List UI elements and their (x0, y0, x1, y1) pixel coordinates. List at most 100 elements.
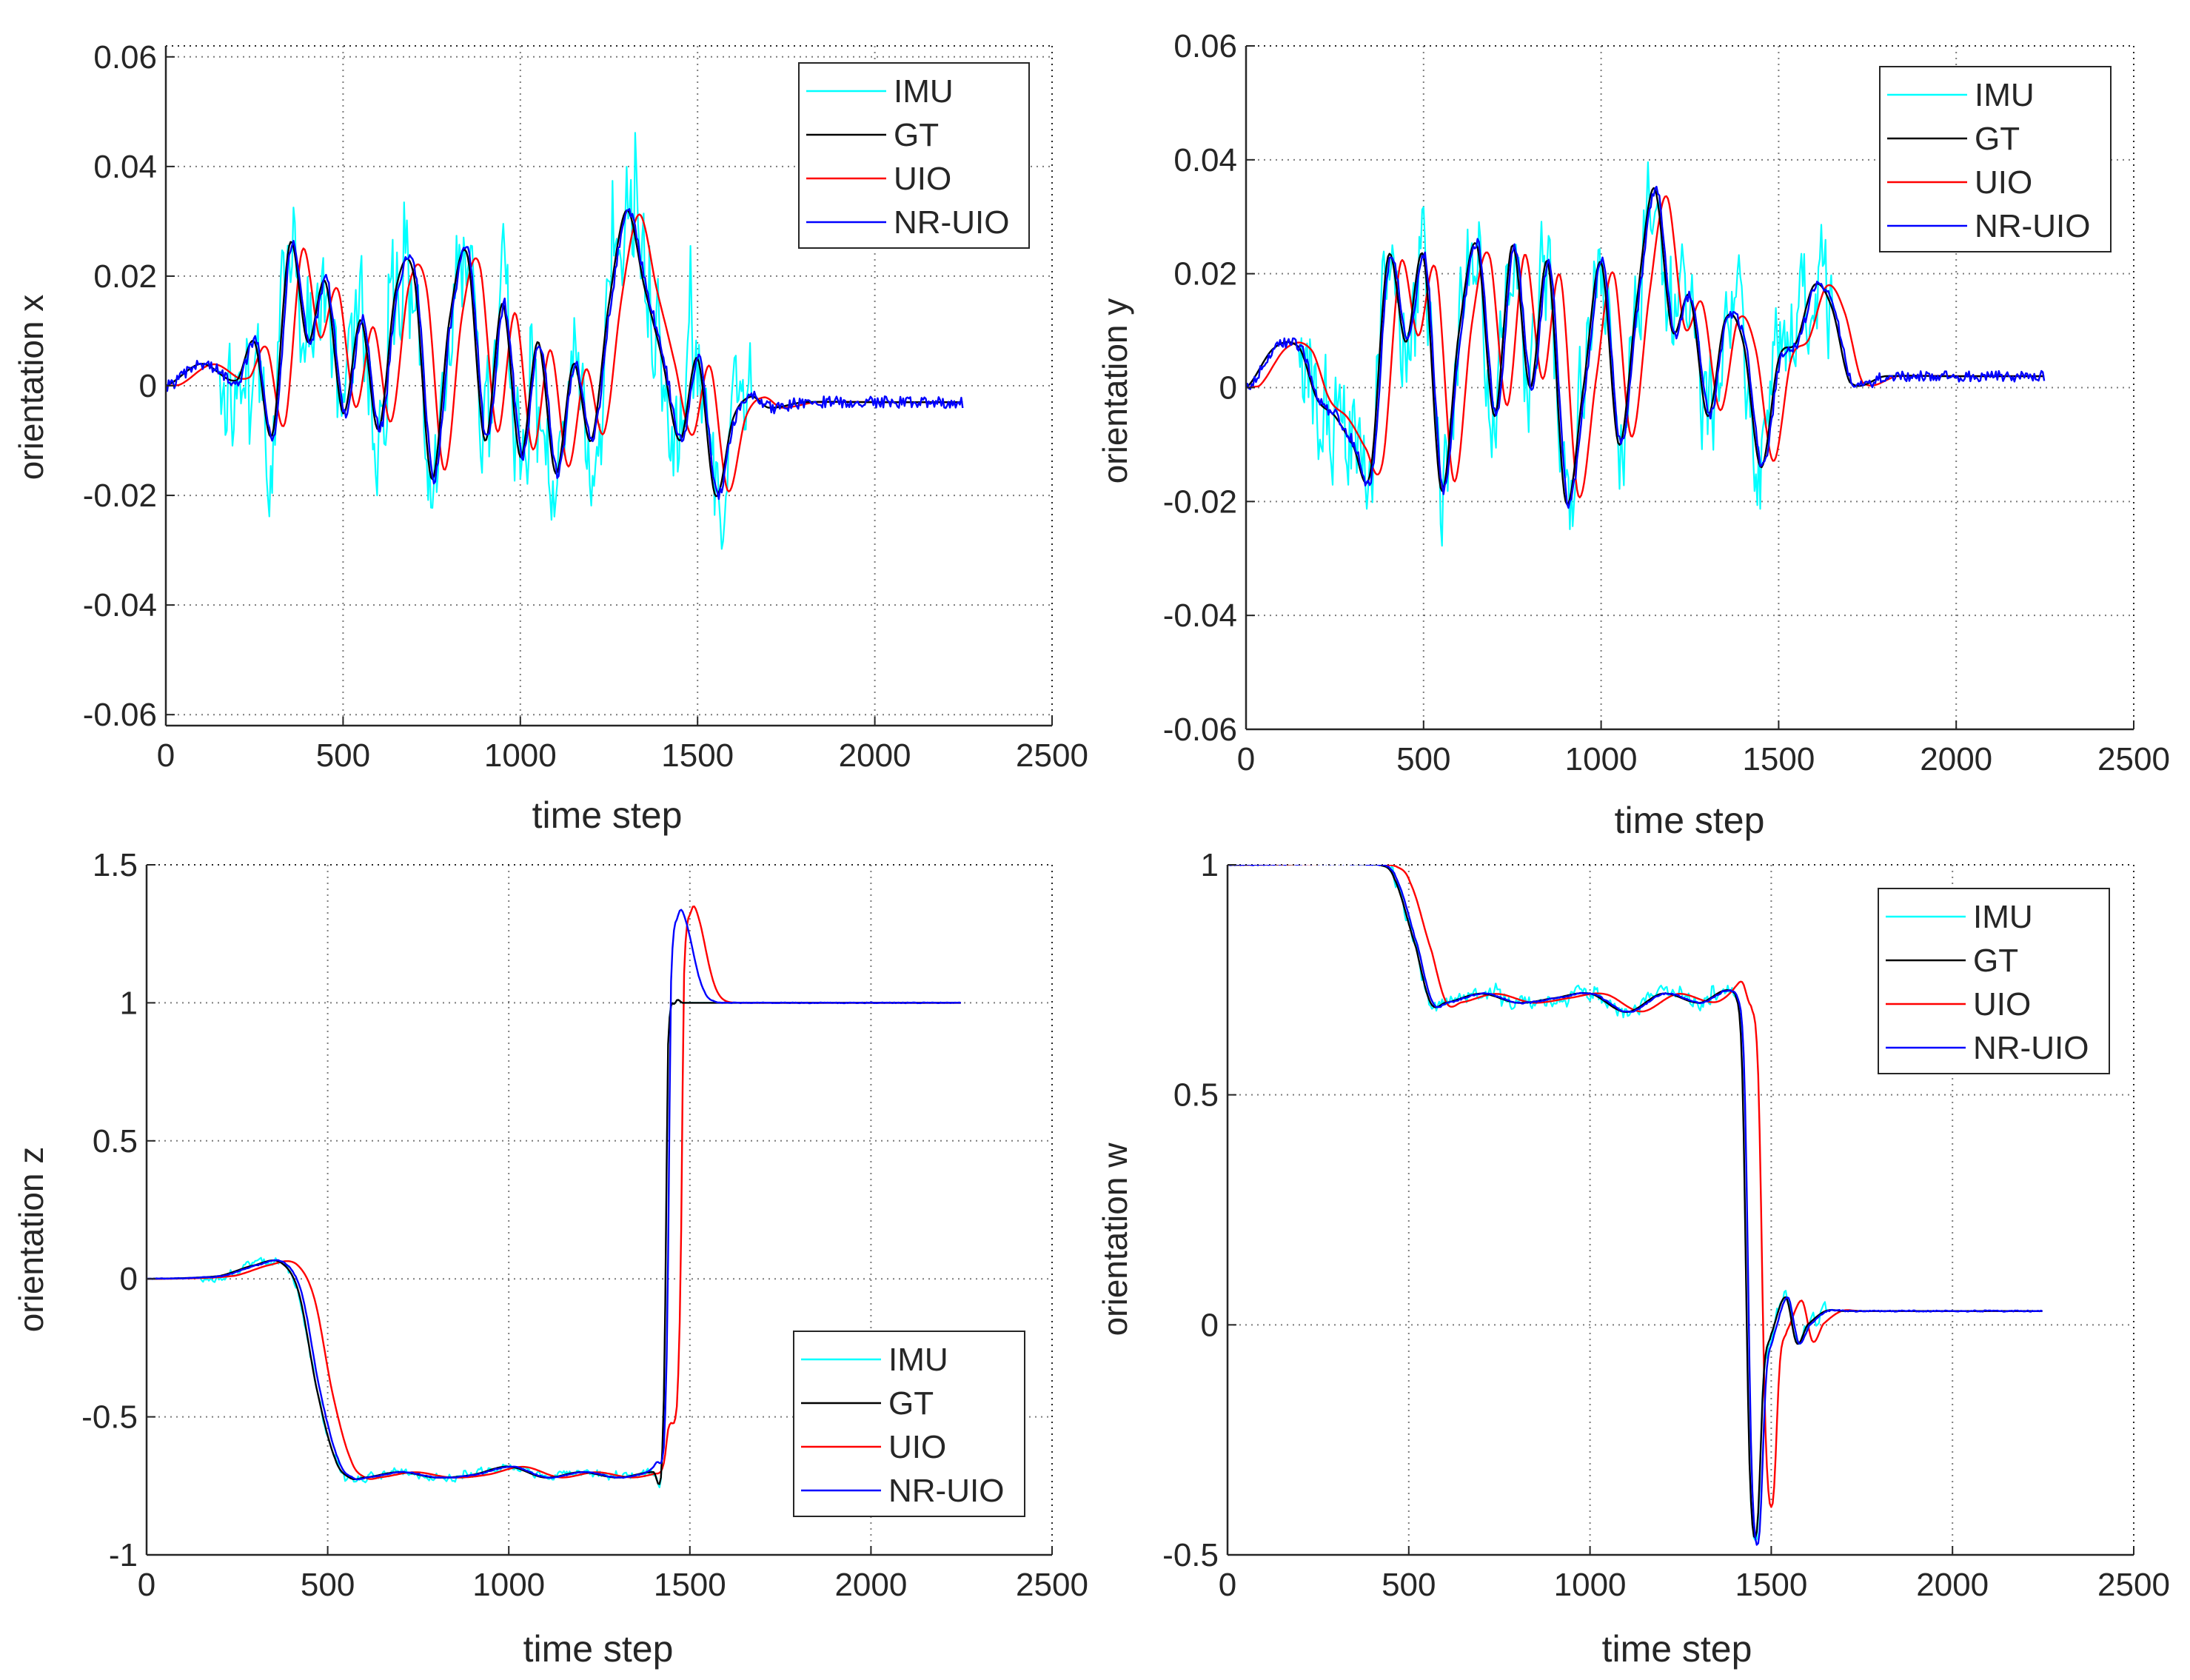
series-line-nr-uio (147, 908, 962, 1481)
legend-label-nr-uio: NR-UIO (894, 204, 1009, 241)
x-tick-label: 1500 (1742, 741, 1815, 777)
y-tick-label: 1 (120, 985, 138, 1021)
ylabel-orientation-w: orientation w (1096, 1142, 1134, 1336)
x-tick-label: 2000 (1916, 1567, 1989, 1603)
y-tick-label: 0 (139, 368, 157, 404)
x-tick-label: 0 (138, 1567, 155, 1603)
x-tick-label: 2000 (839, 737, 911, 774)
ticks: 0 500 1000 1500 2000 2500 -0.06 -0.04 -0.02 0 0.02… (1163, 28, 2170, 777)
chart-orientation-y: orientation y time step 0 500 1000 1500 2000… (1096, 28, 2170, 841)
legend-label-uio: UIO (1975, 164, 2032, 201)
x-tick-label: 0 (1219, 1567, 1236, 1603)
legend-box (1879, 66, 2112, 252)
ticks: 0 500 1000 1500 2000 2500 -1 -0.5 0 0.5 1 1.5 (81, 847, 1088, 1603)
legend: IMU GT UIO NR-UIO (793, 1331, 1025, 1517)
chart-orientation-x: orientation x time step 0 500 1000 1500 2000… (12, 39, 1088, 836)
x-tick-label: 1000 (1554, 1567, 1627, 1603)
legend-label-uio: UIO (894, 161, 951, 197)
xlabel-time-step: time step (532, 794, 683, 836)
series-group (166, 132, 964, 550)
ticks: 0 500 1000 1500 2000 2500-0.500.51 (1162, 847, 2170, 1603)
grid (1228, 865, 2134, 1555)
series-line-nr-uio (1246, 185, 2046, 509)
xlabel-time-step: time step (1615, 800, 1765, 841)
series-group (147, 906, 962, 1488)
x-tick-label: 0 (1237, 741, 1255, 777)
x-tick-label: 500 (1382, 1567, 1436, 1603)
y-tick-label: 0.5 (93, 1123, 138, 1159)
axes-box (147, 864, 1053, 1555)
x-tick-label: 0 (157, 737, 175, 774)
x-tick-label: 2000 (1920, 741, 1992, 777)
axes-box (1228, 864, 2134, 1555)
xlabel-time-step: time step (523, 1628, 674, 1670)
y-tick-label: -0.02 (83, 478, 157, 514)
legend-box (1878, 888, 2110, 1074)
series-line-nr-uio (166, 208, 964, 501)
legend-label-imu: IMU (1975, 77, 2035, 113)
y-tick-label: -0.02 (1163, 483, 1237, 520)
y-tick-label: 0 (120, 1261, 138, 1297)
x-tick-label: 500 (301, 1567, 355, 1603)
legend: IMU GT UIO NR-UIO (798, 62, 1030, 249)
y-tick-label: 1 (1201, 847, 1219, 883)
x-tick-label: 1000 (472, 1567, 545, 1603)
x-tick-label: 2000 (834, 1567, 907, 1603)
y-tick-label: -0.04 (1163, 598, 1237, 634)
chart-orientation-w: orientation w time step 0 500 1000 1500 2000… (1096, 847, 2170, 1670)
legend-label-uio: UIO (1973, 986, 2031, 1023)
x-tick-label: 1500 (654, 1567, 726, 1603)
legend-label-nr-uio: NR-UIO (888, 1473, 1004, 1509)
x-tick-label: 2500 (2097, 1567, 2170, 1603)
legend-label-gt: GT (888, 1385, 934, 1422)
series-group (1228, 865, 2043, 1546)
legend-label-imu: IMU (1973, 899, 2033, 935)
legend-label-uio: UIO (888, 1429, 946, 1465)
y-tick-label: 0.5 (1173, 1077, 1219, 1114)
axes-box (166, 45, 1053, 726)
y-tick-label: 1.5 (93, 847, 138, 883)
x-tick-label: 2500 (1016, 737, 1088, 774)
x-tick-label: 2500 (2097, 741, 2170, 777)
ylabel-orientation-y: orientation y (1096, 298, 1134, 484)
x-tick-label: 2500 (1016, 1567, 1088, 1603)
y-tick-label: -0.5 (1162, 1537, 1219, 1573)
y-tick-label: 0.02 (1173, 256, 1237, 292)
legend-box (793, 1331, 1025, 1517)
x-tick-label: 1500 (661, 737, 734, 774)
y-tick-label: -0.06 (1163, 712, 1237, 748)
x-tick-label: 500 (1396, 741, 1450, 777)
y-tick-label: -0.5 (81, 1399, 138, 1436)
legend-label-gt: GT (1973, 943, 2018, 979)
ylabel-orientation-x: orientation x (12, 295, 50, 481)
x-tick-label: 500 (316, 737, 370, 774)
y-tick-label: 0.06 (93, 39, 157, 76)
x-tick-label: 1500 (1735, 1567, 1807, 1603)
y-tick-label: -0.06 (83, 697, 157, 733)
ticks: 0 500 1000 1500 2000 2500 -0.06 -0.04 -0.02 0 0.02… (83, 39, 1088, 774)
y-tick-label: 0.02 (93, 258, 157, 295)
ylabel-orientation-z: orientation z (12, 1147, 50, 1333)
legend-label-imu: IMU (888, 1342, 948, 1378)
legend-label-nr-uio: NR-UIO (1975, 208, 2090, 244)
axes-box (1246, 45, 2134, 729)
series-line-nr-uio (1228, 865, 2043, 1546)
xlabel-time-step: time step (1602, 1628, 1752, 1670)
y-tick-label: 0.04 (93, 149, 157, 185)
y-tick-label: 0 (1201, 1307, 1219, 1343)
y-tick-label: 0.04 (1173, 142, 1237, 178)
legend-box (798, 62, 1030, 249)
series-line-gt (1246, 187, 2045, 506)
series-group (1246, 161, 2046, 547)
chart-orientation-z: orientation z time step 0 500 1000 1500 2000… (12, 847, 1088, 1670)
x-tick-label: 1000 (1565, 741, 1638, 777)
legend-label-gt: GT (1975, 121, 2020, 157)
y-tick-label: 0.06 (1173, 28, 1237, 64)
legend-label-imu: IMU (894, 73, 954, 110)
x-tick-label: 1000 (484, 737, 557, 774)
legend: IMU GT UIO NR-UIO (1879, 66, 2112, 252)
legend: IMU GT UIO NR-UIO (1878, 888, 2110, 1074)
legend-label-nr-uio: NR-UIO (1973, 1030, 2089, 1066)
legend-label-gt: GT (894, 117, 939, 153)
